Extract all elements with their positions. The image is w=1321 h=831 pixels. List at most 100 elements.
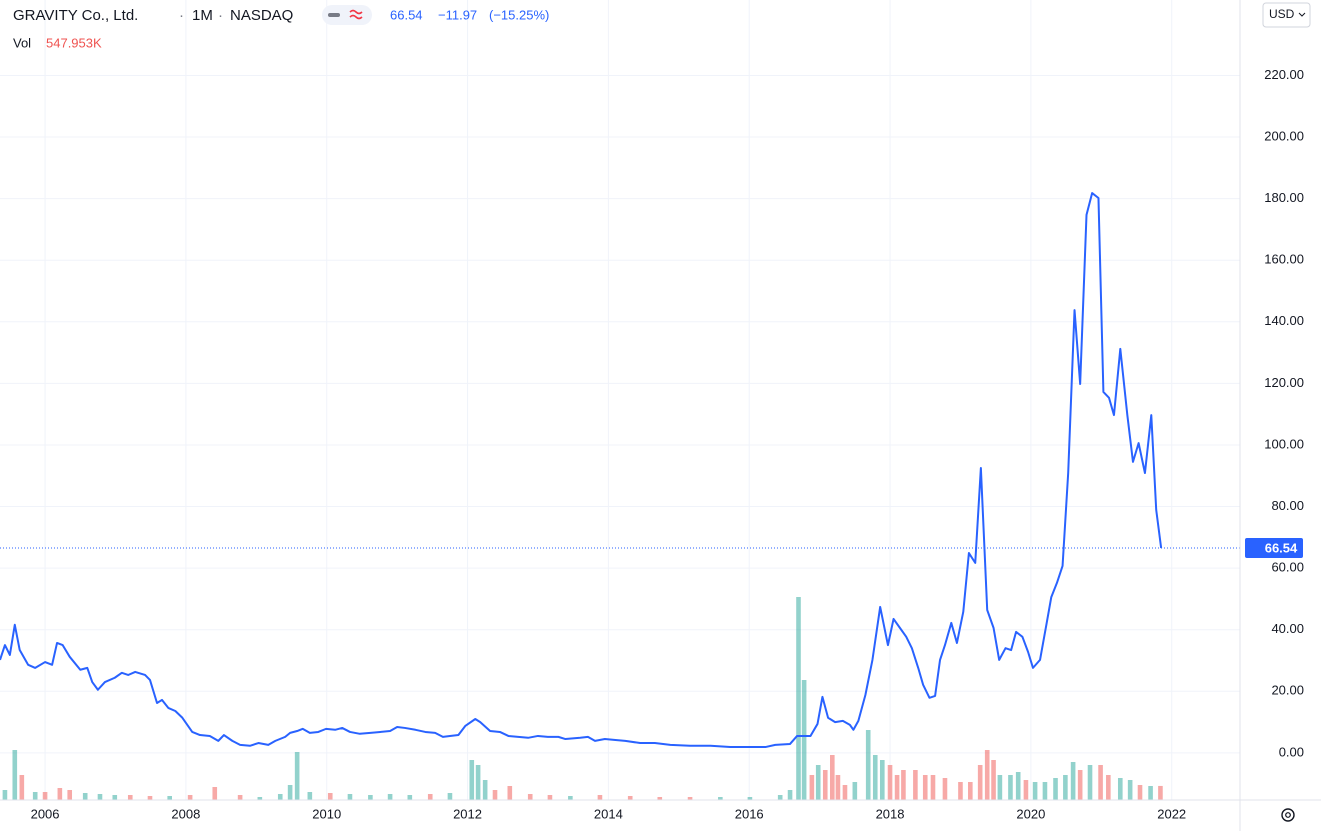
volume-bar (872, 755, 878, 800)
y-tick-label: 220.00 (1264, 67, 1304, 82)
y-tick-label: 60.00 (1271, 560, 1304, 575)
volume-bar (2, 790, 8, 800)
x-tick-label: 2018 (876, 806, 905, 821)
volume-bar (894, 775, 900, 800)
volume-bar (1148, 786, 1153, 800)
gear-center (1285, 812, 1291, 818)
volume-bar (1158, 785, 1163, 800)
interval: 1M (192, 7, 213, 24)
volume-bar (407, 795, 413, 800)
volume-bar (901, 770, 906, 800)
currency-button[interactable] (1262, 2, 1311, 28)
volume-bar (67, 790, 73, 800)
y-tick-label: 80.00 (1271, 498, 1304, 513)
separator: · (179, 7, 184, 24)
y-tick-label: 40.00 (1271, 621, 1304, 636)
volume-bar (237, 795, 243, 800)
x-tick-label: 2010 (312, 806, 341, 821)
y-tick-label: 160.00 (1264, 252, 1304, 267)
volume-bar (97, 794, 103, 800)
volume-caption: Vol (13, 35, 31, 50)
grid (0, 0, 1240, 800)
volume-bar (469, 760, 475, 800)
volume-bar (447, 793, 453, 800)
last-price-tag-label: 66.54 (1265, 540, 1298, 555)
volume-bar (801, 680, 807, 800)
pill-icon (328, 13, 340, 17)
last-price: 66.54 (390, 7, 423, 22)
dropdown-arrow (1298, 12, 1306, 17)
x-tick-label: 2020 (1016, 806, 1045, 821)
volume-bar (627, 796, 633, 800)
volume-bar (796, 597, 801, 800)
volume-bar (1032, 782, 1038, 800)
volume-bar (991, 760, 996, 800)
volume-bar (167, 796, 172, 800)
volume-bar (977, 765, 983, 800)
volume-bar (1127, 780, 1133, 800)
volume-bar (1042, 782, 1048, 800)
volume-bar (835, 775, 841, 800)
volume-pane (2, 597, 1163, 800)
volume-bar (112, 795, 118, 800)
volume-bar (777, 795, 783, 800)
volume-bar (212, 787, 218, 800)
volume-bar (879, 760, 885, 800)
compare-pill[interactable] (322, 5, 372, 25)
price-change-percent: (−15.25%) (489, 7, 549, 22)
volume-bar (1008, 775, 1013, 800)
volume-bar (968, 782, 973, 800)
volume-bar (865, 730, 871, 800)
volume-bar (1053, 778, 1058, 800)
volume-bar (1023, 780, 1029, 800)
separator: · (218, 7, 223, 24)
volume-bar (32, 792, 38, 800)
currency: USD (1269, 7, 1295, 21)
volume-bar (1063, 775, 1068, 800)
volume-bar (913, 770, 918, 800)
volume-bar (57, 788, 63, 800)
volume-bar (852, 782, 858, 800)
price-line (0, 192, 1163, 749)
x-tick-label: 2022 (1157, 806, 1186, 821)
volume-bar (1106, 775, 1111, 800)
volume-bar (1137, 785, 1143, 800)
y-tick-label: 20.00 (1271, 683, 1304, 698)
y-tick-label: 180.00 (1264, 190, 1304, 205)
volume-bar (842, 785, 848, 800)
volume-bar (787, 790, 793, 800)
volume-bar (657, 797, 663, 800)
volume-bar (492, 790, 498, 800)
volume-bar (1070, 762, 1076, 800)
volume-bar (568, 796, 573, 800)
volume-bar (327, 793, 333, 800)
volume-bar (427, 794, 433, 800)
x-tick-label: 2008 (171, 806, 200, 821)
volume-bar (547, 795, 553, 800)
volume-bar (930, 775, 936, 800)
volume-bar (687, 797, 693, 800)
volume-bar (507, 786, 513, 800)
volume-bar (347, 794, 353, 800)
volume-bar (19, 775, 25, 800)
volume-bar (187, 795, 193, 800)
volume-bar (822, 770, 828, 800)
volume-bar (815, 765, 821, 800)
volume-bar (1098, 765, 1103, 800)
volume-bar (277, 794, 283, 800)
volume-bar (984, 750, 990, 800)
volume-bar (147, 796, 153, 800)
volume-bar (718, 797, 723, 800)
volume-bar (829, 755, 835, 800)
y-tick-label: 140.00 (1264, 313, 1304, 328)
volume-bar (482, 780, 488, 800)
volume-bar (1015, 772, 1021, 800)
x-tick-label: 2014 (594, 806, 623, 821)
settings-icon[interactable] (1281, 808, 1295, 822)
volume-bar (12, 750, 18, 800)
volume-bar (1077, 770, 1083, 800)
volume-bar (127, 795, 133, 800)
volume-bar (887, 765, 893, 800)
